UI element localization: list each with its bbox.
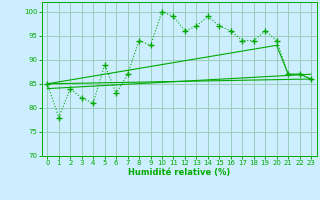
X-axis label: Humidité relative (%): Humidité relative (%) [128,168,230,177]
